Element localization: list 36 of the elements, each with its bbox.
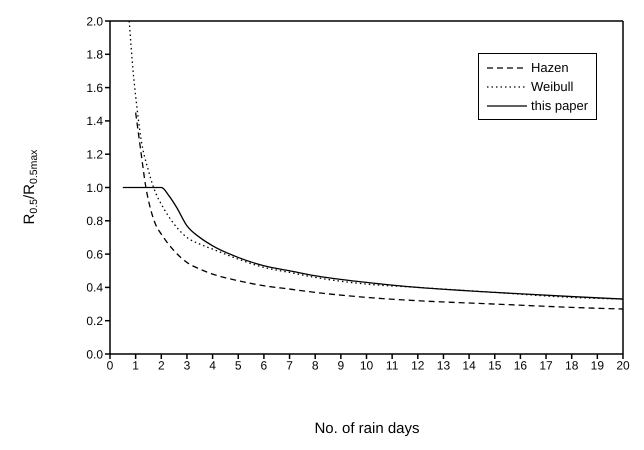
x-tick-label: 18 <box>565 358 579 373</box>
x-tick-label: 20 <box>616 358 630 373</box>
x-tick-label: 3 <box>184 358 191 373</box>
x-tick-label: 7 <box>286 358 294 373</box>
y-tick-label: 0.8 <box>86 214 104 228</box>
x-tick-label: 16 <box>514 358 528 373</box>
x-tick-label: 6 <box>260 358 268 373</box>
x-tick-label: 8 <box>312 358 319 373</box>
legend-label: Hazen <box>531 59 569 77</box>
y-tick-label: 1.4 <box>86 114 104 128</box>
y-tick-label: 1.6 <box>86 80 104 95</box>
x-tick-label: 9 <box>338 358 345 373</box>
y-tick-label: 0.0 <box>86 347 104 362</box>
y-tick-label: 2.0 <box>86 14 104 28</box>
y-tick-label: 1.2 <box>86 147 104 162</box>
x-tick-label: 2 <box>158 358 165 373</box>
x-tick-label: 0 <box>106 358 114 373</box>
x-tick-label: 12 <box>411 358 425 373</box>
y-tick-label: 0.6 <box>86 247 104 262</box>
x-tick-label: 17 <box>539 358 554 373</box>
x-axis-title: No. of rain days <box>313 420 421 437</box>
x-tick-label: 11 <box>386 358 399 373</box>
x-tick-label: 13 <box>436 358 450 373</box>
x-tick-label: 10 <box>360 358 374 373</box>
x-tick-label: 1 <box>132 358 140 373</box>
x-tick-label: 19 <box>590 358 604 373</box>
y-tick-label: 1.8 <box>86 48 104 62</box>
x-tick-label: 5 <box>234 358 242 373</box>
legend-label: this paper <box>531 97 588 115</box>
x-tick-label: 14 <box>462 358 476 373</box>
y-tick-label: 0.2 <box>86 314 104 328</box>
y-tick-label: 1.0 <box>86 180 104 195</box>
y-tick-label: 0.4 <box>86 280 104 295</box>
x-tick-label: 15 <box>488 358 502 373</box>
legend-label: Weibull <box>531 78 574 96</box>
x-tick-label: 4 <box>209 358 216 373</box>
